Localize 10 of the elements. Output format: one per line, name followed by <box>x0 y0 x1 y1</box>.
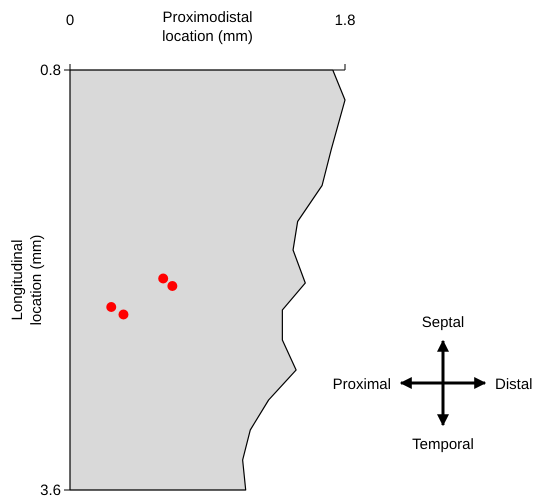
y-axis-title: Longitudinal location (mm) <box>9 234 45 326</box>
x-tick-label: 0 <box>66 12 74 29</box>
y-tick-label: 3.6 <box>40 482 61 499</box>
text: Temporal <box>412 436 474 453</box>
y-tick-label: 0.8 <box>40 62 61 79</box>
x-axis-title: Proximodistal location (mm) <box>162 9 253 45</box>
text: Distal <box>495 376 533 393</box>
x-tick-label: 1.8 <box>334 12 356 29</box>
annotation: Proximal <box>332 376 391 393</box>
text: Septal <box>422 314 464 331</box>
